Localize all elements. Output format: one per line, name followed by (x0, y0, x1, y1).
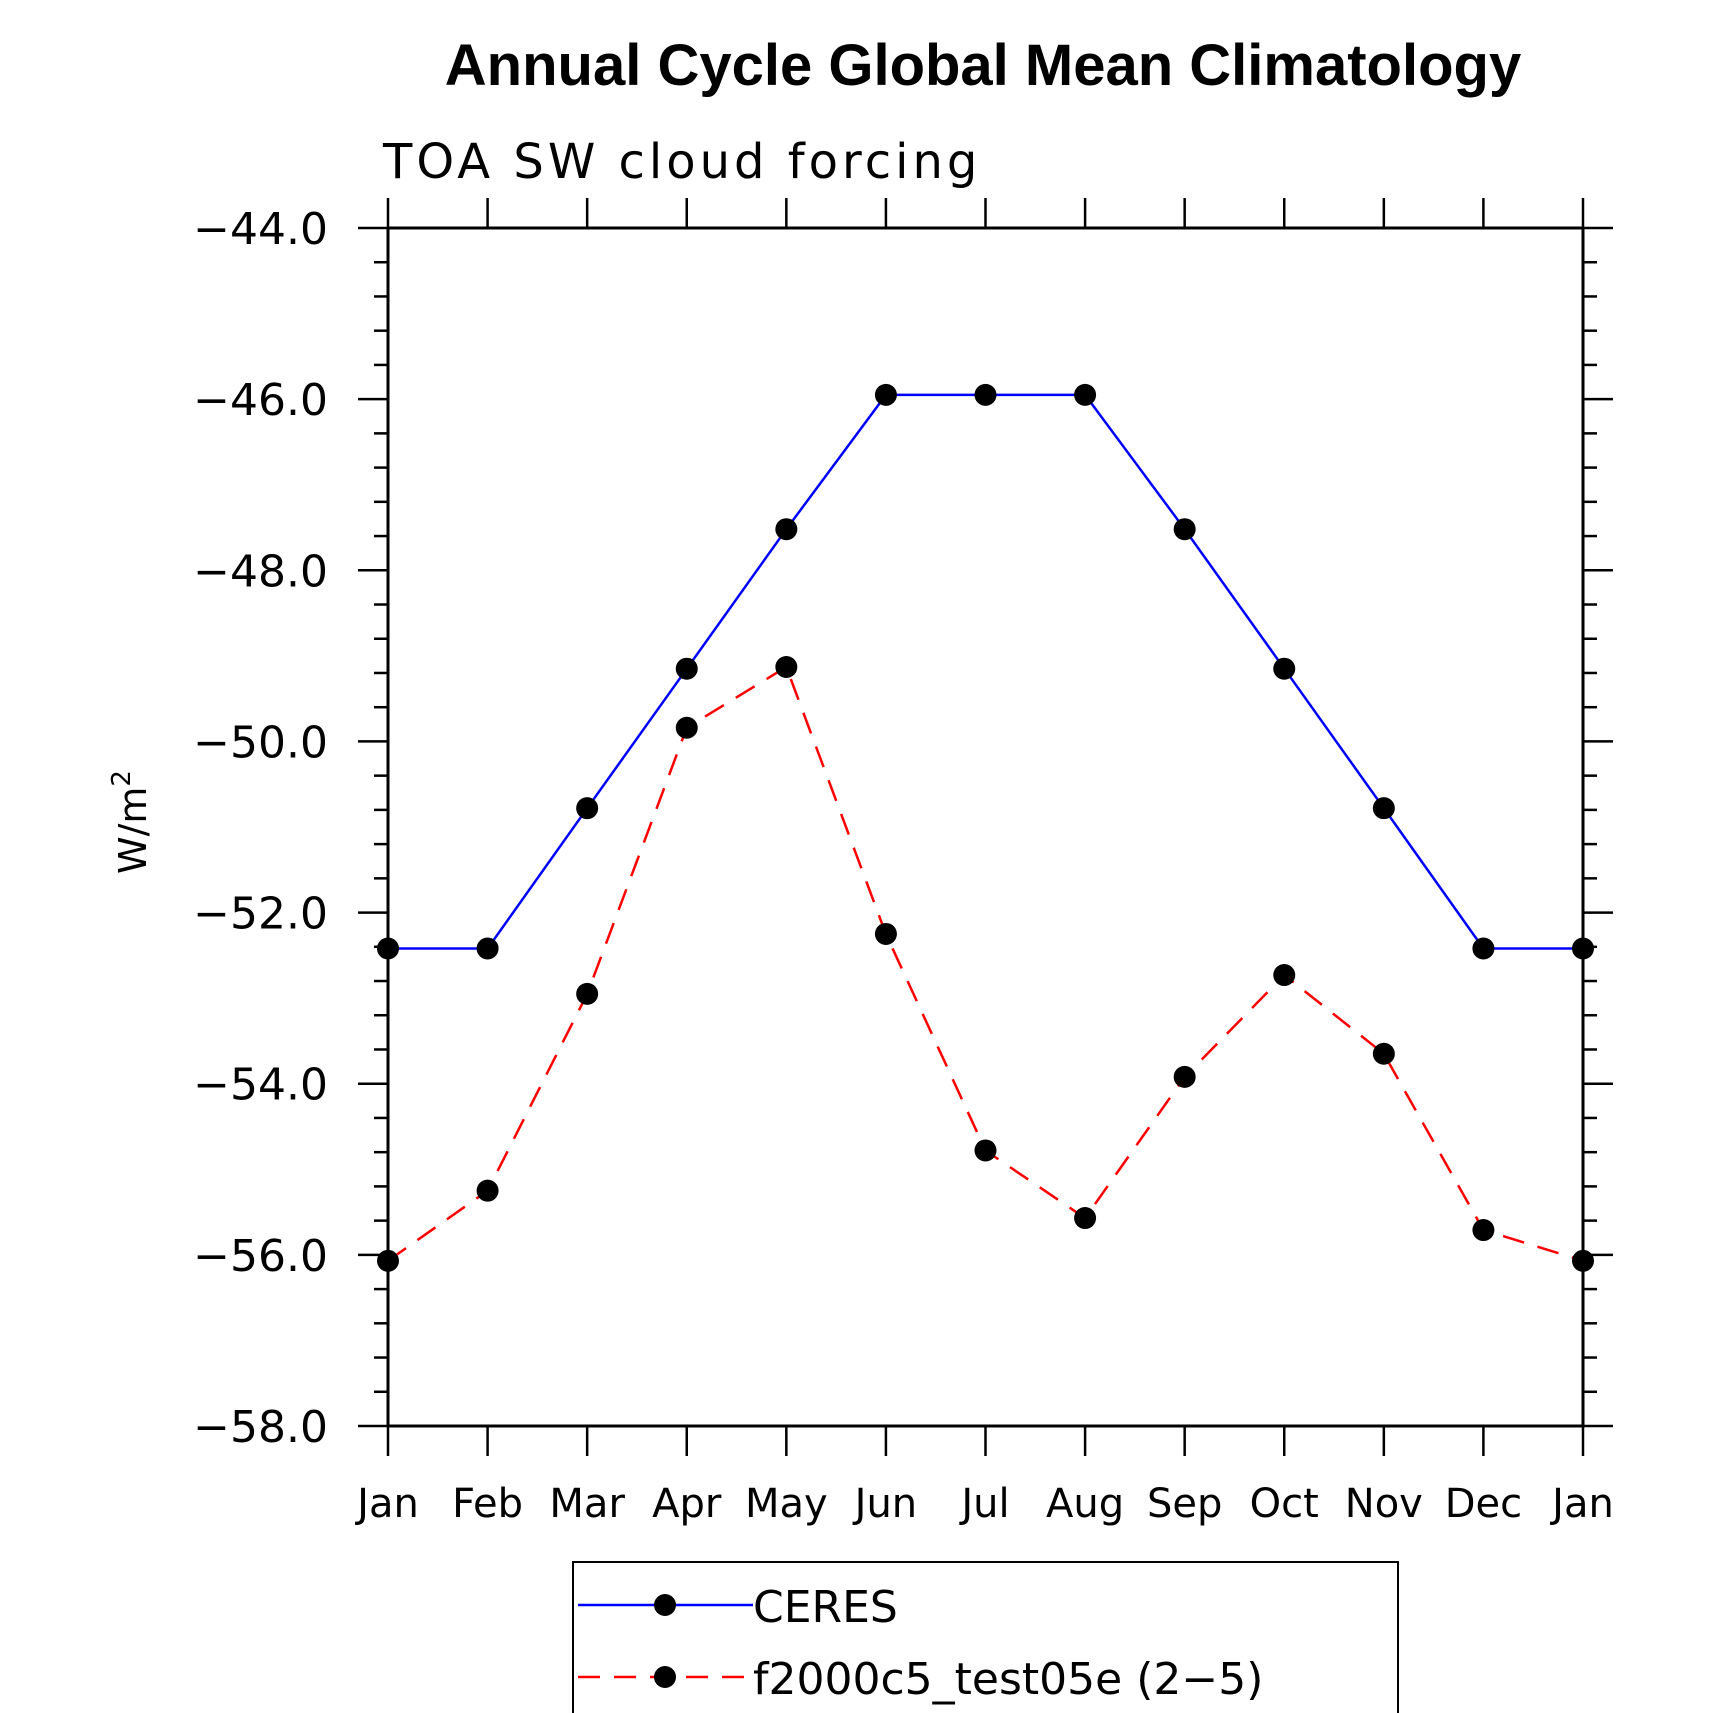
series-1-point (974, 1139, 997, 1162)
y-tick-label: −56.0 (193, 1231, 328, 1282)
x-tick-label: Mar (549, 1481, 625, 1527)
legend-box (572, 1561, 1399, 1713)
legend: CERES f2000c5_test05e (2−5) (572, 1561, 1399, 1713)
legend-marker-model (654, 1666, 676, 1688)
series-1-point (377, 1249, 399, 1272)
series-0-point (1074, 383, 1097, 406)
x-tick-label: Oct (1250, 1481, 1319, 1527)
x-tick-label: May (745, 1481, 828, 1527)
y-axis-ticks: −44.0 −46.0 −48.0 −50.0 −52.0 −54.0 −56.0 −58.0 (193, 204, 1613, 1453)
series-1-point (675, 716, 698, 739)
x-tick-label: Dec (1445, 1481, 1522, 1527)
series-0-point (576, 797, 599, 820)
y-tick-label: −48.0 (193, 546, 328, 597)
plot-frame (386, 226, 1585, 1428)
legend-label-model: f2000c5_test05e (2−5) (753, 1654, 1263, 1705)
x-tick-label: Feb (452, 1481, 523, 1527)
series-0-point (1273, 657, 1296, 680)
series-0-point (1372, 797, 1395, 820)
series-line-1 (387, 665, 1584, 1262)
y-tick-label: −50.0 (193, 717, 328, 768)
series-0-point (775, 518, 798, 541)
x-tick-label: Jul (958, 1481, 1009, 1527)
series-1-point (1074, 1207, 1097, 1230)
y-tick-label: −58.0 (193, 1402, 328, 1453)
series-1-point (576, 982, 599, 1005)
series-1-point (775, 655, 798, 678)
y-axis-label-main: W/m (111, 787, 155, 874)
series-0-point (675, 657, 698, 680)
x-tick-label: Apr (652, 1481, 722, 1527)
y-axis-label: W/m2 (107, 770, 155, 874)
series-0-point (874, 383, 897, 406)
series-line-0 (388, 393, 1583, 950)
series-0-point (1173, 518, 1196, 541)
series-1-point (1173, 1065, 1196, 1088)
legend-marker-ceres (654, 1594, 676, 1616)
x-axis-ticks: Jan Feb Mar Apr May Jun Jul Aug Sep Oct Nov Dec Jan (354, 198, 1614, 1527)
x-tick-label: Sep (1147, 1481, 1222, 1527)
x-tick-label: Nov (1345, 1481, 1423, 1527)
x-tick-label: Jun (852, 1481, 918, 1527)
series-0-point (377, 937, 399, 960)
series-0-point (476, 937, 499, 960)
series-0-point (1572, 937, 1594, 960)
y-tick-label: −54.0 (193, 1060, 328, 1111)
y-tick-label: −44.0 (193, 204, 328, 255)
y-tick-label: −52.0 (193, 889, 328, 940)
series-0-point (974, 383, 997, 406)
series-1-point (1273, 964, 1296, 987)
y-tick-label: −46.0 (193, 375, 328, 426)
x-tick-label: Jan (1549, 1481, 1614, 1527)
series-layer (377, 383, 1594, 1272)
legend-label-ceres: CERES (753, 1582, 898, 1633)
x-tick-label: Jan (354, 1481, 419, 1527)
series-1-point (1472, 1219, 1495, 1242)
series-1-point (476, 1179, 499, 1202)
y-axis-label-superscript: 2 (107, 770, 137, 787)
chart-subtitle: TOA SW cloud forcing (382, 134, 981, 190)
series-0-point (1472, 937, 1495, 960)
series-1-point (1372, 1042, 1395, 1065)
chart-title: Annual Cycle Global Mean Climatology (445, 33, 1521, 98)
series-1-point (1572, 1249, 1594, 1272)
series-1-point (874, 922, 897, 945)
x-tick-label: Aug (1046, 1481, 1124, 1527)
